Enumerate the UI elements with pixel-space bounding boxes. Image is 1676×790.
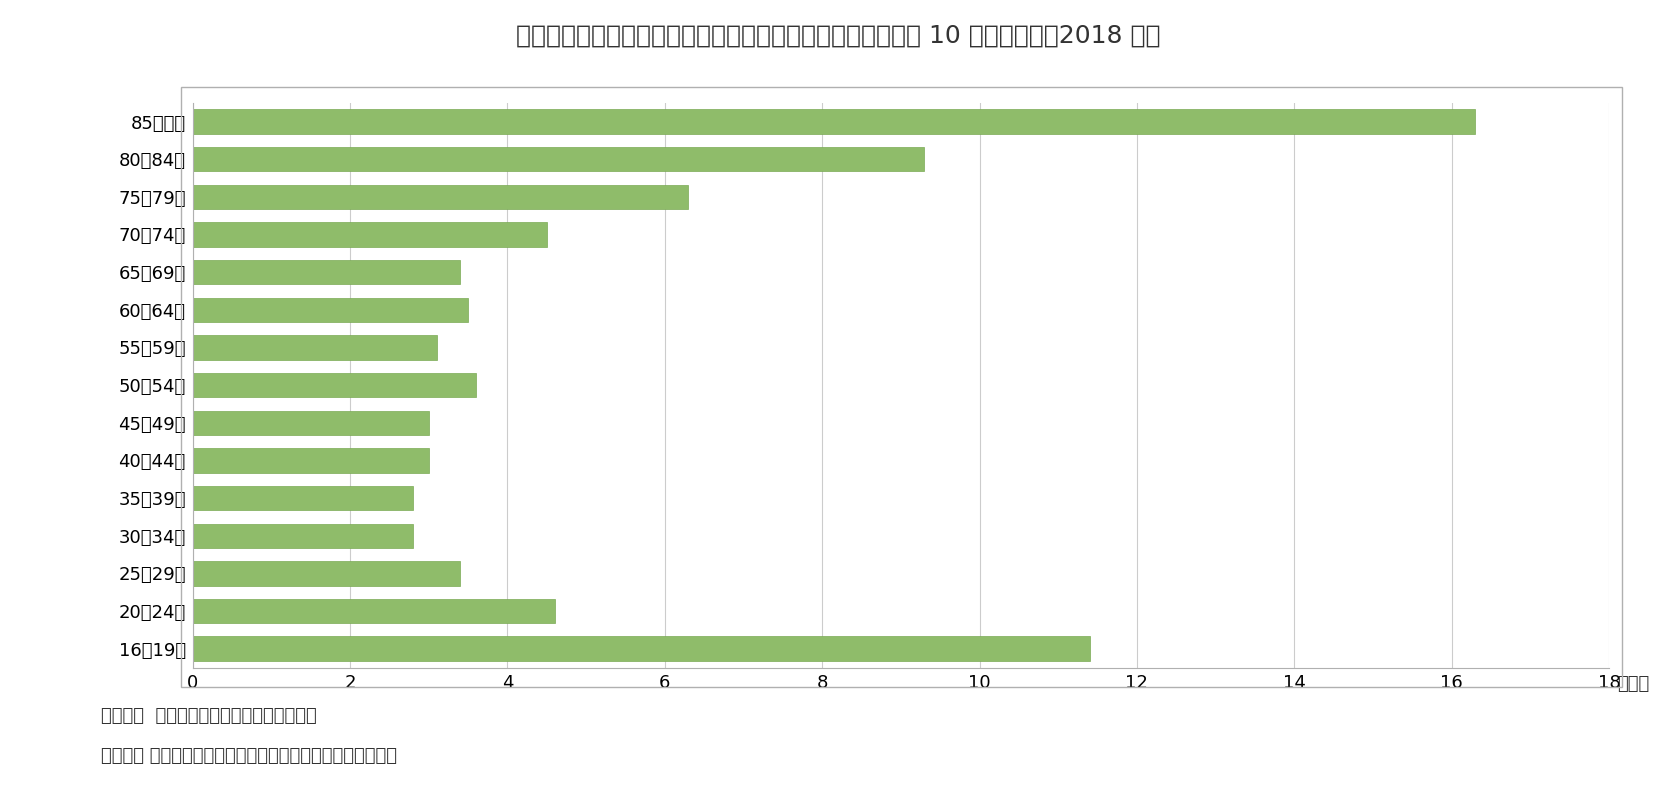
Bar	[193, 147, 925, 171]
Text: （資料）  警察庁「交通事故統計」より作成: （資料） 警察庁「交通事故統計」より作成	[101, 707, 317, 725]
Bar	[193, 260, 461, 284]
Bar	[193, 561, 461, 585]
Bar	[193, 298, 468, 322]
Bar	[193, 599, 555, 623]
Bar	[193, 222, 546, 246]
Bar	[193, 411, 429, 435]
Bar	[193, 637, 1089, 661]
Bar	[193, 448, 429, 472]
Text: （件）: （件）	[1617, 675, 1649, 694]
Bar	[193, 185, 689, 209]
Bar	[193, 335, 437, 359]
Bar	[193, 373, 476, 397]
Bar	[193, 486, 412, 510]
Bar	[193, 109, 1475, 134]
Text: 図表１　年齢層別の免許人口当たり死亡事故件数（免許人口 10 万人当たり、2018 年）: 図表１ 年齢層別の免許人口当たり死亡事故件数（免許人口 10 万人当たり、201…	[516, 24, 1160, 47]
Text: （注意） 第１当事者が原付以上の死亡事故を計上している。: （注意） 第１当事者が原付以上の死亡事故を計上している。	[101, 747, 397, 765]
Bar	[193, 524, 412, 548]
